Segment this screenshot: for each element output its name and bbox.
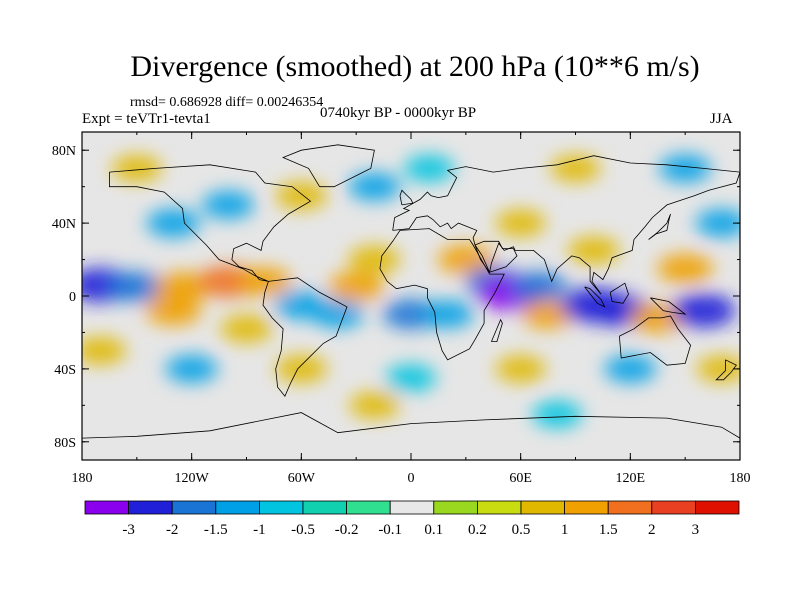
lat-tick-label: 80N xyxy=(52,144,76,159)
colorbar-swatch xyxy=(389,500,435,515)
colorbar-swatch xyxy=(346,500,391,515)
colorbar-label: 2 xyxy=(648,522,656,538)
coastline-madagascar xyxy=(491,318,503,343)
colorbar-swatch xyxy=(84,500,129,515)
field-anomaly-12 xyxy=(421,300,474,329)
field-anomaly-16 xyxy=(510,271,567,302)
lat-tick-label: 40N xyxy=(52,217,76,232)
field-anomaly-37 xyxy=(385,364,437,392)
colorbar-swatch xyxy=(520,500,565,515)
colorbar-label: -1.5 xyxy=(204,522,228,538)
field-anomaly-39 xyxy=(604,354,657,383)
coastline-antarctica xyxy=(82,412,740,439)
field-anomaly-21 xyxy=(671,293,736,328)
colorbar-label: -3 xyxy=(122,522,135,538)
lon-tick-label: 120W xyxy=(175,471,210,486)
lon-tick-label: 60W xyxy=(288,471,316,486)
colorbar-swatch xyxy=(607,500,653,515)
coastline-sumatra xyxy=(584,286,606,308)
colorbar-swatch xyxy=(171,500,217,515)
coastline-north-america xyxy=(109,164,312,282)
colorbar-label: 3 xyxy=(692,522,700,538)
plot-title: Divergence (smoothed) at 200 hPa (10**6 … xyxy=(130,50,700,83)
period-label: 0740kyr BP - 0000kyr BP xyxy=(320,105,477,121)
colorbar-swatch xyxy=(215,500,260,515)
lon-tick-label: 180 xyxy=(730,471,751,486)
lon-tick-label: 180 xyxy=(72,471,93,486)
field-anomaly-42 xyxy=(532,400,583,429)
field-anomaly-23 xyxy=(567,236,620,265)
field-anomaly-9 xyxy=(328,271,385,302)
field-anomaly-38 xyxy=(495,355,546,383)
colorbar-label: -2 xyxy=(166,522,179,538)
colorbar-swatch xyxy=(302,500,347,515)
season-label: JJA xyxy=(710,111,733,127)
colorbar-swatch xyxy=(651,500,696,515)
field-anomaly-11 xyxy=(383,299,439,330)
colorbar-swatch xyxy=(564,500,609,515)
field-anomaly-1 xyxy=(108,271,165,302)
field-anomaly-6 xyxy=(220,314,273,343)
field-anomaly-26 xyxy=(275,181,328,210)
colorbar-label: -1 xyxy=(253,522,266,538)
field-anomaly-5 xyxy=(145,295,202,326)
coastline-greenland xyxy=(282,144,375,188)
field-anomaly-34 xyxy=(82,336,127,365)
field-anomaly-2 xyxy=(154,271,211,302)
field-anomaly-30 xyxy=(659,154,712,183)
colorbar-swatch xyxy=(128,500,173,515)
colorbar-label: 1 xyxy=(561,522,569,538)
rmsd-diff-stats: rmsd= 0.686928 diff= 0.00246354 xyxy=(130,95,324,110)
field-anomaly-31 xyxy=(111,154,163,183)
lon-tick-label: 120E xyxy=(616,471,646,486)
coastline-south-america xyxy=(262,277,348,397)
field-anomaly-35 xyxy=(165,354,218,383)
coastline-japan xyxy=(648,213,671,240)
colorbar-label: 0.1 xyxy=(424,522,443,538)
colorbar: -3 -2 -1.5 -1 -0.5 -0.2 -0.1 0.1 0.2 0.5 1 1.5 2 3 xyxy=(84,500,740,538)
coastlines xyxy=(82,144,740,439)
field-anomaly-29 xyxy=(550,154,601,183)
lat-tick-label: 0 xyxy=(69,290,76,305)
field-anomaly-8 xyxy=(311,300,364,329)
colorbar-swatch xyxy=(433,500,478,515)
field-anomaly-27 xyxy=(348,172,401,201)
field-anomaly-36 xyxy=(275,354,328,383)
colorbar-label: -0.2 xyxy=(335,522,359,538)
lat-tick-label: 80S xyxy=(54,436,76,451)
colorbar-label: 0.2 xyxy=(468,522,487,538)
lon-tick-label: 60E xyxy=(509,471,532,486)
coastline-new-guinea xyxy=(650,297,687,315)
colorbar-label: 1.5 xyxy=(599,522,618,538)
field-anomaly-22 xyxy=(657,253,714,284)
field-anomaly-32 xyxy=(146,208,201,238)
lon-tick-label: 0 xyxy=(408,471,415,486)
colorbar-swatch xyxy=(476,500,522,515)
coastline-great-britain xyxy=(399,189,414,206)
colorbar-label: 0.5 xyxy=(512,522,531,538)
field-anomaly-28 xyxy=(404,154,455,183)
coastline-arabia xyxy=(474,240,518,273)
experiment-label: Expt = teVTr1-tevta1 xyxy=(82,111,211,127)
lat-tick-label: 40S xyxy=(54,363,76,378)
colorbar-swatch xyxy=(695,500,740,515)
field-anomaly-10 xyxy=(348,245,401,274)
field-anomaly-24 xyxy=(495,209,546,237)
coastline-new-zealand xyxy=(715,359,737,381)
field-anomaly-25 xyxy=(202,190,255,219)
field-anomaly-4 xyxy=(237,267,292,296)
coastline-eurasia xyxy=(392,155,740,295)
field-anomaly-33 xyxy=(695,209,740,238)
coastline-africa xyxy=(379,228,505,361)
divergence-field xyxy=(82,154,740,429)
axis-ticks: 80N 40N 0 40S 80S 180 120W 60W 0 60E 120E 180 xyxy=(52,132,751,486)
colorbar-swatch xyxy=(258,500,304,515)
coastline-australia xyxy=(619,315,692,366)
colorbar-label: -0.5 xyxy=(291,522,315,538)
coastline-borneo xyxy=(609,282,629,304)
colorbar-label: -0.1 xyxy=(378,522,402,538)
field-anomaly-41 xyxy=(349,391,400,419)
